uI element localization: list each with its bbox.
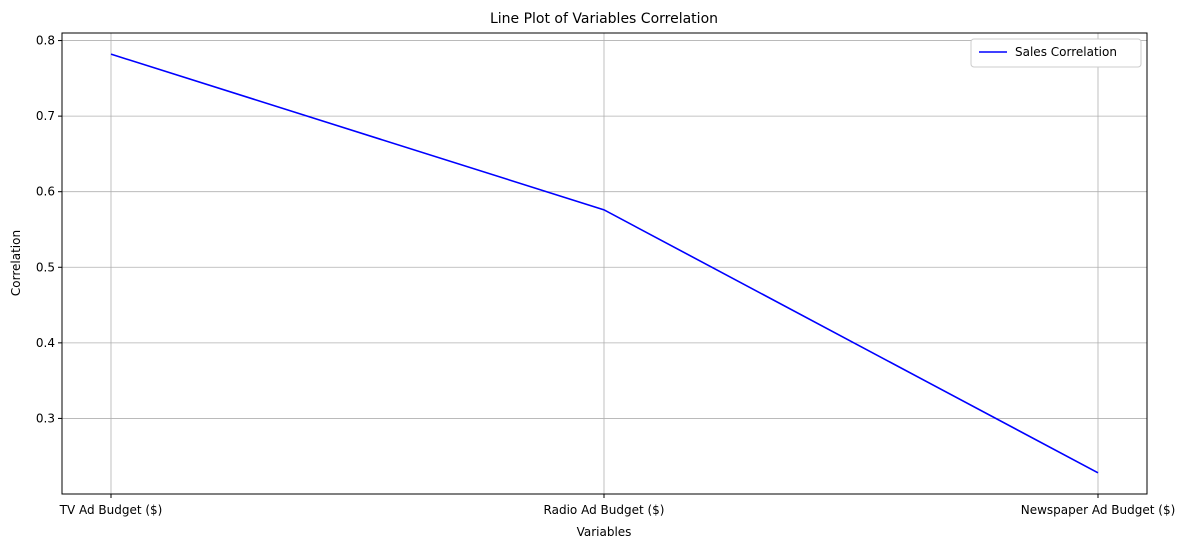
plot-area: [61, 32, 1148, 495]
legend: Sales Correlation: [970, 38, 1142, 68]
y-tick-label: 0.8: [36, 34, 55, 48]
x-tick-label: Radio Ad Budget ($): [544, 503, 665, 517]
y-axis: 0.3 0.4 0.5 0.6 0.7 0.8: [36, 34, 62, 425]
x-axis: TV Ad Budget ($) Radio Ad Budget ($) Newsp…: [59, 494, 1176, 517]
legend-label: Sales Correlation: [1015, 45, 1117, 59]
legend-box: [970, 38, 1142, 68]
y-tick-label: 0.4: [36, 336, 55, 350]
y-tick-label: 0.5: [36, 260, 55, 274]
y-axis-label: Correlation: [9, 230, 23, 296]
x-axis-label: Variables: [577, 525, 632, 539]
x-tick-label: Newspaper Ad Budget ($): [1021, 503, 1176, 517]
y-tick-label: 0.6: [36, 185, 55, 199]
series-lines: [110, 53, 1099, 474]
grid: [62, 33, 1147, 494]
chart-title: Line Plot of Variables Correlation: [490, 11, 718, 27]
y-tick-label: 0.7: [36, 109, 55, 123]
y-tick-label: 0.3: [36, 411, 55, 425]
x-tick-label: TV Ad Budget ($): [59, 503, 163, 517]
series-line: [110, 53, 1099, 474]
